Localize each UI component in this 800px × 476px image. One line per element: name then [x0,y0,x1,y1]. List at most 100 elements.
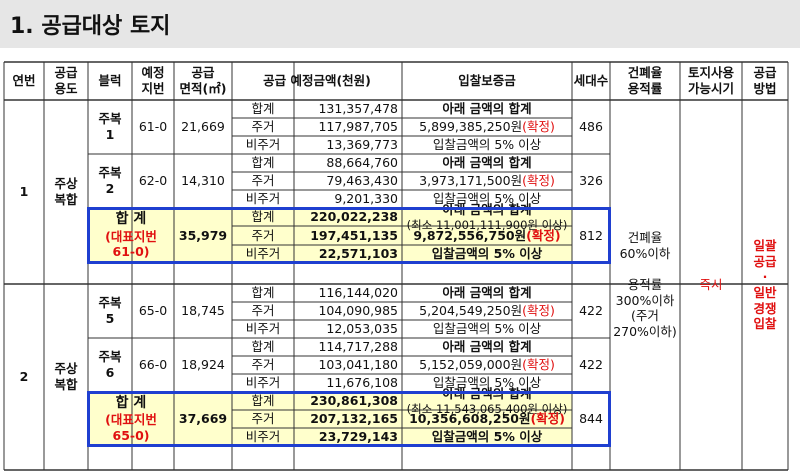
deposit-text: 아래 금액의 합계 [442,339,532,355]
deposit-text: 아래 금액의 합계 [442,155,532,171]
availability-text: 즉시 [699,277,723,293]
minimum-deposit: (최소 11,001,111,900원 이상) [406,217,568,232]
price-type: 주거 [251,411,275,427]
confirmed-note: (확정) [530,411,565,427]
price-type: 합계 [251,285,275,301]
supply-area: 14,310 [181,173,225,189]
price-amount: 11,676,108 [326,375,398,391]
price-amount: 117,987,705 [318,119,398,135]
unit-count: 422 [579,303,603,319]
deposit-cell: 입찰금액의 5% 이상 [402,190,572,208]
price-type: 합계 [251,101,275,117]
group-number: 2 [19,369,29,385]
price-type: 비주거 [245,375,281,391]
lot-number: 66-0 [138,357,168,373]
price-amount: 230,861,308 [310,393,398,409]
unit-count: 486 [579,119,603,135]
deposit-text: 입찰금액의 5% 이상 [431,429,543,445]
total-label-cell: 합 계 (대표지번 65-0) [88,392,174,446]
deposit-cell: 9,872,556,750원 (확정) [402,226,572,245]
deposit-text: 9,872,556,750원 [413,227,527,243]
price-amount: 131,357,478 [318,101,398,117]
group-use: 주상 복합 [54,361,78,392]
total-highlight-1 [88,208,572,263]
deposit-text: 5,152,059,000원 [419,357,523,373]
price-type: 주거 [251,357,275,373]
deposit-cell: 아래 금액의 합계 [402,154,572,172]
confirmed-note: (확정) [522,357,555,373]
deposit-cell: 10,356,608,250원 (확정) [402,410,572,428]
deposit-text: 아래 금액의 합계 [442,101,532,117]
representative-lot: (대표지번 61-0) [105,228,157,260]
block-name: 주복 2 [98,165,122,196]
deposit-cell: 아래 금액의 합계 [402,100,572,118]
price-type: 주거 [251,173,275,189]
price-amount: 103,041,180 [318,357,398,373]
deposit-cell: 입찰금액의 5% 이상 [402,320,572,338]
total-units: 812 [579,227,603,243]
supply-area: 18,745 [181,303,225,319]
deposit-cell: 입찰금액의 5% 이상 [402,374,572,392]
price-amount: 114,717,288 [318,339,398,355]
group-use: 주상 복합 [54,175,78,207]
deposit-cell: 5,899,385,250원 (확정) [402,118,572,136]
total-units: 844 [579,411,603,427]
page-title: 1. 공급대상 토지 [10,14,171,39]
price-amount: 23,729,143 [318,429,398,445]
header-ratio: 건폐율 용적률 [627,65,663,96]
deposit-text: 입찰금액의 5% 이상 [432,375,542,391]
deposit-text: 입찰금액의 5% 이상 [431,246,543,262]
price-amount: 88,664,760 [326,155,398,171]
deposit-text: 입찰금액의 5% 이상 [432,321,542,337]
price-type: 합계 [251,155,275,171]
block-name: 주복 6 [98,349,122,380]
price-type: 비주거 [245,191,281,207]
confirmed-note: (확정) [526,227,561,243]
deposit-cell: 입찰금액의 5% 이상 [402,428,572,446]
confirmed-note: (확정) [522,303,555,319]
price-amount: 197,451,135 [310,227,398,243]
lot-number: 62-0 [138,173,168,189]
supply-method-text: 일괄 공급 · 일반 경쟁 입찰 [753,238,777,332]
price-type: 비주거 [245,246,281,262]
lot-number: 61-0 [138,119,168,135]
title-bar: 1. 공급대상 토지 [0,0,800,48]
deposit-text: 5,899,385,250원 [419,119,523,135]
total-label: 합 계 [115,394,147,411]
price-amount: 104,090,985 [318,303,398,319]
header-use: 공급 용도 [54,65,78,96]
price-type: 합계 [251,339,275,355]
confirmed-note: (확정) [522,173,555,189]
price-amount: 207,132,165 [310,411,398,427]
price-type: 비주거 [245,137,281,153]
total-highlight-box [87,391,611,447]
total-highlight-box [87,207,611,264]
deposit-cell: 아래 금액의 합계 (최소 11,543,065,400원 이상) [402,386,572,416]
total-highlight-2 [88,392,572,446]
total-area: 35,979 [178,227,228,243]
price-type: 합계 [251,393,275,409]
supply-area: 18,924 [181,357,225,373]
price-amount: 79,463,430 [326,173,398,189]
confirmed-note: (확정) [522,119,555,135]
block-name: 주복 5 [98,295,122,326]
minimum-deposit: (최소 11,543,065,400원 이상) [406,401,568,416]
total-area: 37,669 [178,411,228,427]
unit-count: 326 [579,173,603,189]
header-method: 공급 방법 [753,65,777,96]
price-amount: 13,369,773 [326,137,398,153]
deposit-cell: 입찰금액의 5% 이상 [402,245,572,263]
deposit-text: 입찰금액의 5% 이상 [432,191,542,207]
header-price: 공급 예정금액(천원) [263,73,371,89]
header-units: 세대수 [573,73,609,89]
total-label: 합 계 [115,211,147,228]
price-type: 비주거 [245,321,281,337]
deposit-text: 10,356,608,250원 [409,411,531,427]
deposit-cell: 아래 금액의 합계 [402,338,572,356]
price-amount: 220,022,238 [310,209,398,225]
header-no: 연번 [12,73,36,89]
supply-area: 21,669 [181,119,225,135]
price-type: 주거 [251,303,275,319]
deposit-text: 아래 금액의 합계 [442,285,532,301]
lot-number: 65-0 [138,303,168,319]
